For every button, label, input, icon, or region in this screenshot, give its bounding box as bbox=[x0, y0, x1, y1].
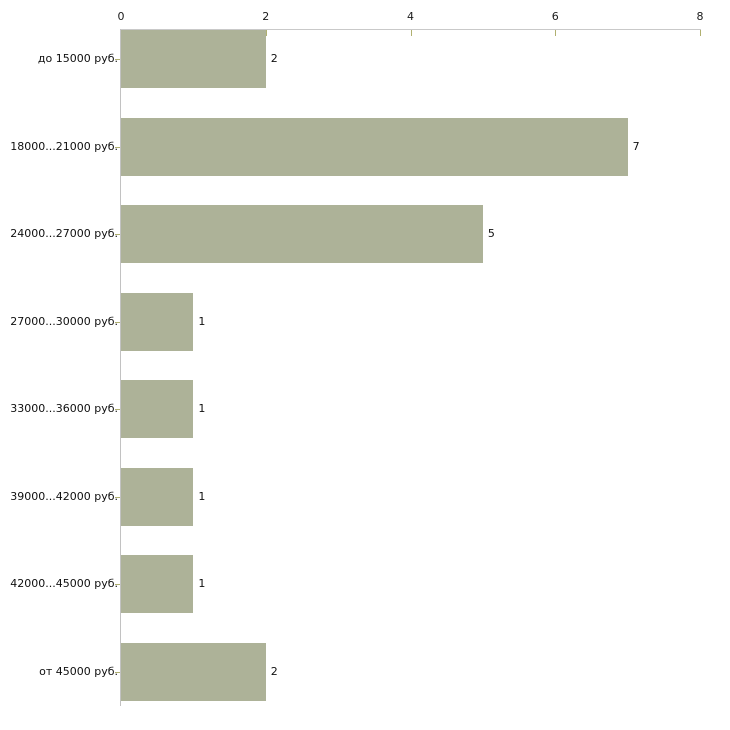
x-tick-label: 0 bbox=[117, 10, 125, 23]
bar[interactable] bbox=[121, 467, 194, 526]
bar-value-label: 1 bbox=[198, 314, 206, 328]
x-tick-6 bbox=[555, 30, 557, 36]
x-tick-label: 4 bbox=[407, 10, 414, 23]
category-label: от 45000 руб. bbox=[39, 664, 118, 678]
category-label: 27000...30000 руб. bbox=[10, 314, 118, 328]
x-tick-8 bbox=[700, 30, 701, 36]
bar-value-label: 1 bbox=[198, 577, 206, 590]
y-tick bbox=[115, 497, 120, 498]
category-label: 42000...45000 руб. bbox=[10, 577, 118, 590]
y-tick bbox=[115, 234, 120, 235]
x-tick-4 bbox=[410, 30, 412, 36]
y-axis-line bbox=[120, 29, 121, 706]
bar[interactable] bbox=[121, 292, 194, 351]
bar[interactable] bbox=[121, 380, 194, 438]
x-tick-label: 2 bbox=[262, 10, 270, 23]
bar-value-label: 1 bbox=[198, 402, 206, 415]
bar[interactable] bbox=[121, 555, 194, 613]
bar-value-label: 1 bbox=[198, 489, 206, 503]
category-label: до 15000 руб. bbox=[37, 52, 118, 65]
y-tick bbox=[115, 59, 120, 60]
bar-value-label: 7 bbox=[632, 139, 640, 153]
y-tick bbox=[115, 147, 120, 148]
x-tick-label: 6 bbox=[551, 10, 559, 23]
bar-value-label: 5 bbox=[487, 227, 495, 240]
x-tick-label: 8 bbox=[696, 10, 704, 23]
category-label: 33000...36000 руб. bbox=[10, 402, 118, 415]
y-tick bbox=[115, 409, 120, 410]
category-label: 18000...21000 руб. bbox=[10, 139, 118, 153]
category-label: 39000...42000 руб. bbox=[10, 489, 118, 503]
category-label: 24000...27000 руб. bbox=[10, 227, 118, 240]
bar[interactable] bbox=[121, 642, 266, 701]
bar[interactable] bbox=[121, 30, 266, 88]
x-axis-line bbox=[121, 29, 701, 30]
y-tick bbox=[115, 672, 120, 673]
y-tick bbox=[115, 584, 120, 585]
bar[interactable] bbox=[121, 205, 483, 263]
bar[interactable] bbox=[121, 117, 628, 176]
bar-value-label: 2 bbox=[270, 52, 278, 65]
bar-value-label: 2 bbox=[270, 664, 278, 678]
y-tick bbox=[115, 322, 120, 323]
x-tick-2 bbox=[265, 30, 267, 36]
